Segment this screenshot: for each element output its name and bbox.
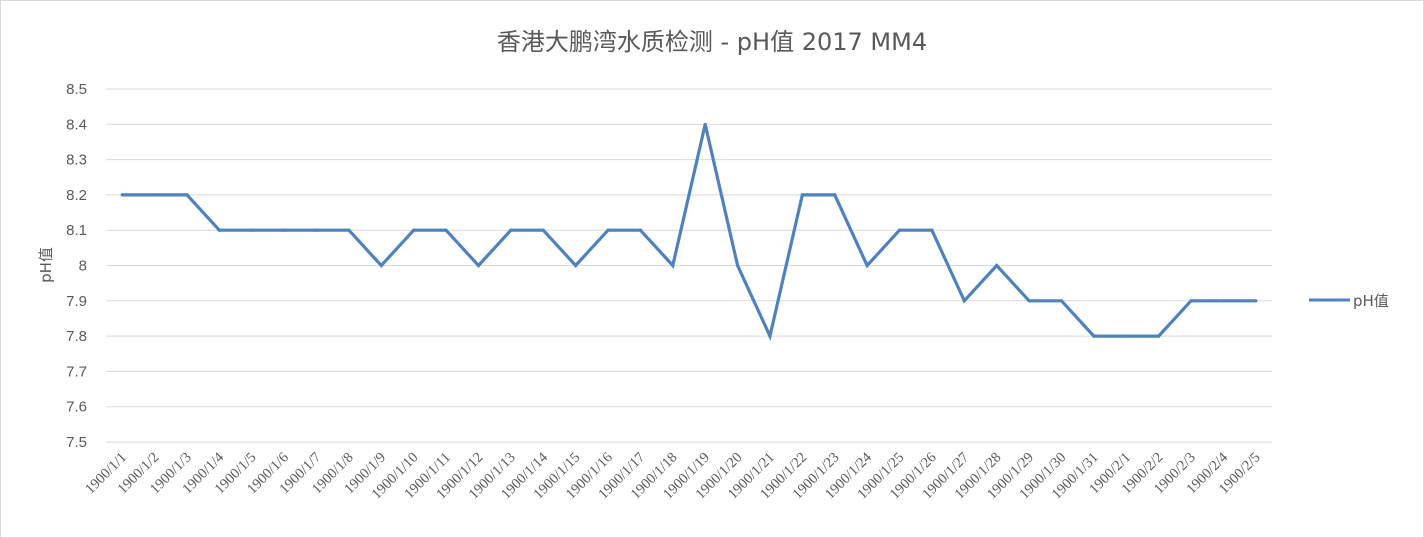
gridlines bbox=[106, 88, 1272, 443]
data-point bbox=[379, 263, 383, 268]
y-tick-labels: 7.5 7.6 7.7 7.8 7.9 8 8.1 8.2 8.3 8.4 8.5 bbox=[66, 81, 87, 451]
y-tick-label: 8.2 bbox=[66, 187, 87, 204]
series-line bbox=[122, 123, 1256, 342]
data-point bbox=[314, 228, 319, 232]
data-point bbox=[282, 228, 286, 232]
y-tick-label: 7.8 bbox=[66, 328, 87, 345]
data-point bbox=[152, 193, 157, 197]
data-point bbox=[185, 193, 189, 197]
y-tick-label: 7.5 bbox=[66, 434, 87, 451]
y-tick-label: 8 bbox=[79, 258, 87, 275]
data-point bbox=[768, 334, 772, 338]
data-point bbox=[930, 228, 934, 232]
y-tick-label: 8.4 bbox=[66, 116, 87, 133]
legend-label: pH值 bbox=[1353, 292, 1389, 310]
data-point bbox=[703, 122, 707, 126]
data-point bbox=[800, 193, 804, 197]
y-tick-label: 8.1 bbox=[66, 222, 87, 239]
data-point bbox=[412, 228, 416, 232]
legend: pH值 bbox=[1309, 292, 1389, 310]
y-tick-label: 8.3 bbox=[66, 152, 87, 169]
y-tick-label: 8.5 bbox=[66, 81, 87, 98]
data-point bbox=[444, 228, 448, 232]
chart-title: 香港大鹏湾水质检测 - pH值 2017 MM4 bbox=[497, 28, 927, 56]
data-point bbox=[250, 228, 254, 232]
data-point bbox=[120, 193, 124, 197]
data-point bbox=[1189, 299, 1193, 303]
series-layer bbox=[120, 122, 1258, 342]
y-tick-label: 7.9 bbox=[66, 293, 87, 310]
data-point bbox=[897, 228, 902, 232]
data-point bbox=[574, 263, 578, 268]
data-point bbox=[671, 263, 675, 268]
y-axis-label: pH值 bbox=[37, 247, 55, 283]
data-point bbox=[1092, 334, 1096, 338]
y-tick-label: 7.7 bbox=[66, 363, 87, 380]
data-point bbox=[833, 193, 837, 197]
data-point bbox=[962, 299, 966, 303]
data-point bbox=[606, 228, 610, 232]
x-tick-labels: 1900/1/11900/1/21900/1/31900/1/41900/1/5… bbox=[82, 449, 1263, 502]
data-point bbox=[995, 263, 999, 268]
data-point bbox=[509, 228, 513, 232]
data-point bbox=[735, 263, 740, 268]
data-point bbox=[476, 263, 481, 268]
data-point bbox=[1254, 299, 1258, 303]
data-point bbox=[1157, 334, 1161, 338]
data-point bbox=[865, 263, 869, 268]
data-point bbox=[541, 228, 545, 232]
y-tick-label: 7.6 bbox=[66, 399, 87, 416]
data-point bbox=[1221, 299, 1226, 303]
data-point bbox=[1124, 334, 1128, 338]
data-point bbox=[347, 228, 351, 232]
data-point bbox=[1027, 299, 1031, 303]
data-point bbox=[1059, 299, 1064, 303]
data-point bbox=[217, 228, 221, 232]
data-point bbox=[638, 228, 643, 232]
